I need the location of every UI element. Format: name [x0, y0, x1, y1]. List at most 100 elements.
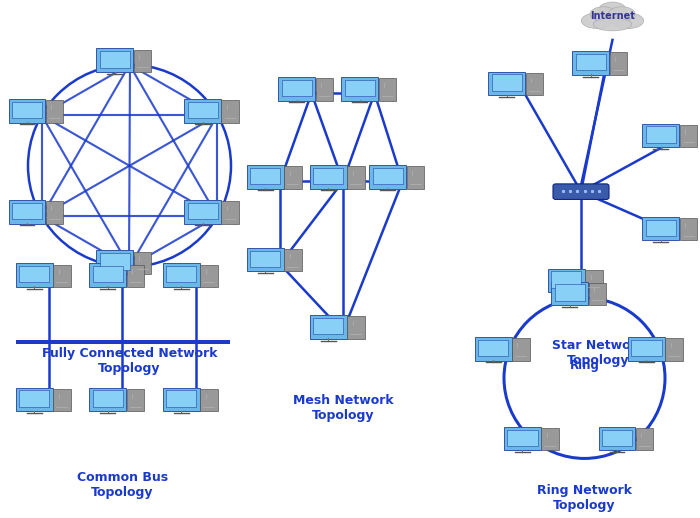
FancyBboxPatch shape: [16, 264, 52, 287]
FancyBboxPatch shape: [552, 282, 588, 305]
FancyBboxPatch shape: [407, 166, 424, 189]
FancyBboxPatch shape: [188, 203, 218, 219]
FancyBboxPatch shape: [8, 99, 46, 123]
FancyBboxPatch shape: [166, 391, 197, 407]
FancyBboxPatch shape: [548, 269, 584, 292]
FancyBboxPatch shape: [127, 265, 144, 287]
FancyBboxPatch shape: [221, 100, 239, 123]
FancyBboxPatch shape: [90, 264, 126, 287]
FancyBboxPatch shape: [250, 168, 281, 184]
FancyBboxPatch shape: [184, 200, 221, 224]
FancyBboxPatch shape: [166, 266, 197, 282]
FancyBboxPatch shape: [347, 166, 365, 189]
Ellipse shape: [612, 13, 644, 28]
FancyBboxPatch shape: [508, 429, 538, 446]
FancyBboxPatch shape: [200, 389, 218, 411]
FancyBboxPatch shape: [636, 428, 653, 450]
FancyBboxPatch shape: [645, 220, 676, 236]
Text: Common Bus
Topology: Common Bus Topology: [77, 471, 168, 499]
FancyBboxPatch shape: [313, 168, 344, 184]
FancyBboxPatch shape: [631, 340, 661, 356]
FancyBboxPatch shape: [284, 166, 302, 189]
FancyBboxPatch shape: [585, 270, 603, 292]
FancyBboxPatch shape: [99, 253, 130, 269]
FancyBboxPatch shape: [512, 338, 529, 361]
FancyBboxPatch shape: [16, 388, 52, 411]
FancyBboxPatch shape: [504, 427, 541, 450]
FancyBboxPatch shape: [53, 389, 71, 411]
Text: Ring Network
Topology: Ring Network Topology: [537, 484, 632, 512]
FancyBboxPatch shape: [188, 102, 218, 118]
FancyBboxPatch shape: [344, 80, 375, 96]
FancyBboxPatch shape: [19, 391, 50, 407]
Text: Ring: Ring: [570, 358, 599, 372]
FancyBboxPatch shape: [589, 283, 606, 305]
FancyBboxPatch shape: [99, 51, 130, 67]
FancyBboxPatch shape: [372, 168, 403, 184]
FancyBboxPatch shape: [602, 429, 632, 446]
FancyBboxPatch shape: [163, 264, 200, 287]
FancyBboxPatch shape: [379, 78, 396, 100]
Text: Star Network
Topology: Star Network Topology: [552, 339, 645, 367]
FancyBboxPatch shape: [598, 427, 636, 450]
FancyBboxPatch shape: [665, 338, 682, 361]
FancyBboxPatch shape: [478, 340, 508, 356]
FancyBboxPatch shape: [92, 266, 123, 282]
FancyBboxPatch shape: [347, 316, 365, 339]
FancyBboxPatch shape: [643, 217, 679, 240]
FancyBboxPatch shape: [313, 318, 344, 334]
FancyBboxPatch shape: [553, 184, 609, 199]
FancyBboxPatch shape: [551, 271, 582, 287]
FancyBboxPatch shape: [19, 266, 50, 282]
FancyBboxPatch shape: [12, 102, 42, 118]
FancyBboxPatch shape: [680, 125, 697, 147]
FancyBboxPatch shape: [281, 80, 312, 96]
FancyBboxPatch shape: [134, 50, 151, 72]
FancyBboxPatch shape: [475, 337, 512, 361]
Text: Internet: Internet: [590, 11, 635, 21]
FancyBboxPatch shape: [8, 200, 46, 224]
FancyBboxPatch shape: [575, 54, 606, 70]
FancyBboxPatch shape: [491, 75, 522, 91]
FancyBboxPatch shape: [279, 77, 315, 100]
FancyBboxPatch shape: [342, 77, 378, 100]
FancyBboxPatch shape: [184, 99, 221, 123]
FancyBboxPatch shape: [680, 218, 697, 240]
Ellipse shape: [590, 7, 617, 21]
FancyBboxPatch shape: [134, 252, 151, 274]
FancyBboxPatch shape: [489, 72, 525, 95]
FancyBboxPatch shape: [97, 251, 133, 274]
FancyBboxPatch shape: [370, 165, 406, 189]
FancyBboxPatch shape: [163, 388, 200, 411]
FancyBboxPatch shape: [554, 284, 585, 300]
FancyBboxPatch shape: [46, 100, 63, 123]
Text: Fully Connected Network
Topology: Fully Connected Network Topology: [42, 347, 217, 375]
FancyBboxPatch shape: [97, 49, 133, 72]
FancyBboxPatch shape: [92, 391, 123, 407]
FancyBboxPatch shape: [247, 248, 284, 271]
FancyBboxPatch shape: [526, 73, 543, 95]
Ellipse shape: [608, 7, 635, 21]
FancyBboxPatch shape: [12, 203, 42, 219]
FancyBboxPatch shape: [573, 51, 609, 75]
FancyBboxPatch shape: [127, 389, 144, 411]
FancyBboxPatch shape: [221, 201, 239, 224]
Ellipse shape: [581, 13, 613, 28]
FancyBboxPatch shape: [46, 201, 63, 224]
FancyBboxPatch shape: [247, 165, 284, 189]
FancyBboxPatch shape: [53, 265, 71, 287]
Ellipse shape: [594, 18, 631, 31]
FancyBboxPatch shape: [310, 315, 346, 339]
Text: Mesh Network
Topology: Mesh Network Topology: [293, 394, 393, 422]
FancyBboxPatch shape: [628, 337, 665, 361]
FancyBboxPatch shape: [643, 124, 679, 147]
FancyBboxPatch shape: [645, 126, 676, 142]
FancyBboxPatch shape: [310, 165, 346, 189]
FancyBboxPatch shape: [316, 78, 333, 100]
FancyBboxPatch shape: [541, 428, 559, 450]
FancyBboxPatch shape: [284, 249, 302, 271]
Ellipse shape: [598, 2, 626, 19]
FancyBboxPatch shape: [610, 52, 627, 75]
FancyBboxPatch shape: [200, 265, 218, 287]
FancyBboxPatch shape: [250, 251, 281, 267]
